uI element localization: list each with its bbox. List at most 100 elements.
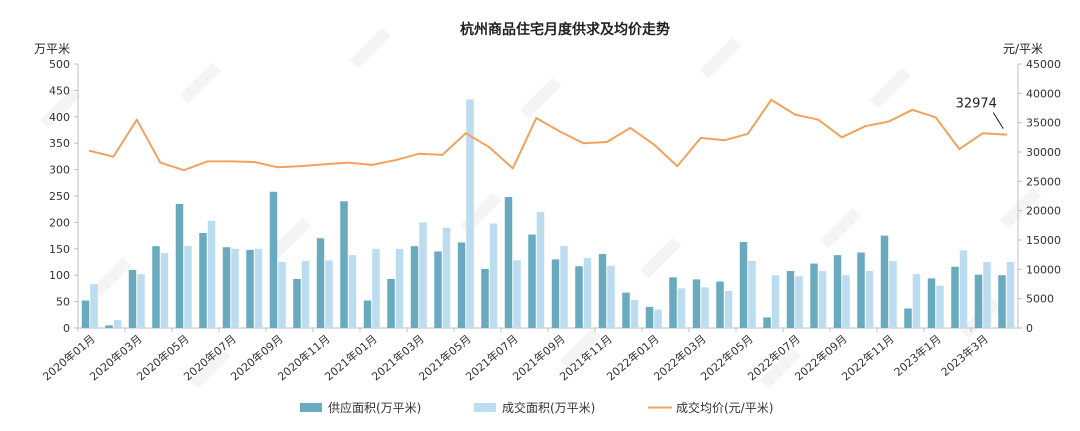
supply-bar-2021-05	[457, 242, 466, 328]
supply-bar-2023-01	[927, 278, 936, 328]
watermark-6	[1000, 187, 1042, 229]
deal-bar-2021-08	[536, 211, 545, 328]
y-right-tick-6: 30000	[1026, 146, 1061, 159]
price-point-2020-11	[323, 163, 326, 166]
deal-bar-2021-07	[513, 260, 521, 328]
deal-bar-2020-12	[348, 255, 357, 328]
supply-bar-2021-02	[387, 278, 395, 328]
y-left-unit-label: 万平米	[34, 42, 70, 56]
chart-title: 杭州商品住宅月度供求及均价走势	[460, 21, 670, 38]
price-point-2021-12	[629, 126, 632, 129]
supply-bar-2023-02	[951, 266, 959, 328]
watermark-3	[520, 77, 562, 119]
price-point-2021-08	[535, 116, 538, 119]
price-point-2022-06	[770, 98, 773, 101]
price-point-2023-02	[958, 148, 961, 151]
legend-swatch-0	[300, 403, 322, 412]
watermark-10	[640, 237, 682, 279]
supply-bar-2020-03	[128, 269, 137, 328]
deal-bar-2023-01	[936, 285, 944, 328]
price-point-2023-03	[981, 132, 984, 135]
deal-bar-2021-11	[607, 265, 615, 328]
watermark-4	[699, 37, 742, 79]
y-right-tick-2: 10000	[1026, 263, 1061, 276]
deal-bar-2021-06	[489, 223, 498, 328]
y-right-unit-label: 元/平米	[1003, 42, 1043, 56]
supply-bar-2022-01	[645, 306, 654, 328]
price-point-2022-02	[676, 165, 679, 168]
deal-bar-2020-09	[278, 262, 286, 328]
deal-bar-2021-04	[442, 227, 451, 328]
deal-bar-2022-02	[677, 288, 686, 328]
y-left-tick-2: 100	[49, 269, 70, 282]
supply-bar-2021-04	[434, 251, 442, 328]
deal-bar-2022-11	[889, 260, 897, 328]
watermark-1	[180, 62, 222, 104]
price-point-2020-12	[347, 161, 350, 164]
price-point-2020-02	[112, 155, 115, 158]
deal-bar-2023-02	[959, 250, 968, 328]
deal-bar-2022-10	[865, 270, 874, 328]
y-left-tick-3: 150	[49, 243, 70, 256]
watermark-8	[270, 217, 312, 259]
y-left-tick-1: 50	[56, 296, 70, 309]
y-right-tick-4: 20000	[1026, 205, 1061, 218]
price-point-2023-04	[1005, 133, 1008, 136]
price-point-2022-11	[887, 120, 890, 123]
watermark-7	[90, 257, 132, 299]
supply-bar-2022-09	[833, 255, 842, 328]
y-right-tick-1: 5000	[1026, 293, 1054, 306]
supply-bar-2021-07	[504, 197, 513, 328]
deal-bar-2021-03	[419, 222, 427, 328]
deal-bar-2022-07	[795, 276, 803, 328]
deal-bar-2022-01	[654, 309, 662, 328]
supply-bar-2022-12	[904, 308, 912, 328]
supply-bar-2021-12	[622, 292, 630, 328]
deal-bar-2022-08	[818, 270, 827, 328]
deal-bar-2020-02	[113, 320, 122, 328]
price-line	[89, 98, 1007, 172]
supply-bar-2022-11	[880, 235, 889, 328]
price-point-2022-05	[746, 132, 749, 135]
deal-bar-2021-09	[560, 246, 568, 328]
deal-bar-2020-08	[254, 248, 263, 328]
price-point-2022-07	[793, 113, 796, 116]
y-left-tick-4: 200	[49, 216, 70, 229]
x-axis-ticks: 2020年01月2020年03月2020年05月2020年07月2020年09月…	[40, 328, 991, 383]
y-left-tick-6: 300	[49, 164, 70, 177]
price-point-2021-09	[558, 130, 561, 133]
supply-bar-2020-11	[316, 238, 325, 328]
supply-bar-2020-12	[340, 201, 348, 328]
line-series-group: 32974	[88, 97, 1008, 172]
price-point-2022-03	[699, 136, 702, 139]
price-point-2020-05	[182, 169, 185, 172]
watermark-5	[870, 67, 912, 109]
price-point-2020-01	[88, 149, 91, 152]
supply-bar-2022-02	[669, 277, 677, 328]
price-point-2020-06	[206, 160, 209, 163]
supply-bar-2020-06	[199, 232, 207, 328]
supply-bar-2022-03	[692, 279, 701, 328]
supply-bar-2022-08	[810, 263, 818, 328]
price-point-2021-05	[464, 132, 467, 135]
supply-bar-2020-01	[81, 300, 90, 328]
annotation-label: 32974	[956, 97, 997, 112]
legend-label-0: 供应面积(万平米)	[328, 400, 421, 415]
supply-bar-2022-05	[739, 241, 748, 328]
watermark-13	[190, 347, 232, 389]
price-point-2020-07	[229, 160, 232, 163]
legend: 供应面积(万平米) 成交面积(万平米) 成交均价(元/平米)	[300, 400, 773, 415]
y-left-tick-0: 0	[63, 322, 70, 335]
deal-bar-2020-04	[160, 253, 169, 328]
supply-bar-2020-05	[175, 203, 184, 328]
annotation-leader	[992, 112, 1004, 129]
y-right-tick-5: 25000	[1026, 175, 1061, 188]
supply-bar-2023-03	[974, 274, 983, 328]
watermark-14	[560, 327, 602, 369]
y-right-tick-0: 0	[1026, 322, 1033, 335]
price-point-2022-10	[864, 125, 867, 128]
supply-bar-2020-04	[152, 246, 160, 328]
price-point-2020-03	[135, 118, 138, 121]
price-point-2021-06	[488, 146, 491, 149]
